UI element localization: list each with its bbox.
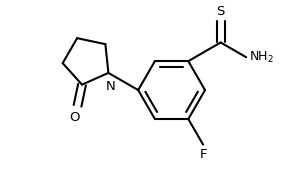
Text: F: F [199, 149, 207, 162]
Text: N: N [105, 80, 115, 93]
Text: NH$_2$: NH$_2$ [249, 50, 274, 65]
Text: O: O [69, 111, 80, 124]
Text: S: S [216, 5, 225, 18]
